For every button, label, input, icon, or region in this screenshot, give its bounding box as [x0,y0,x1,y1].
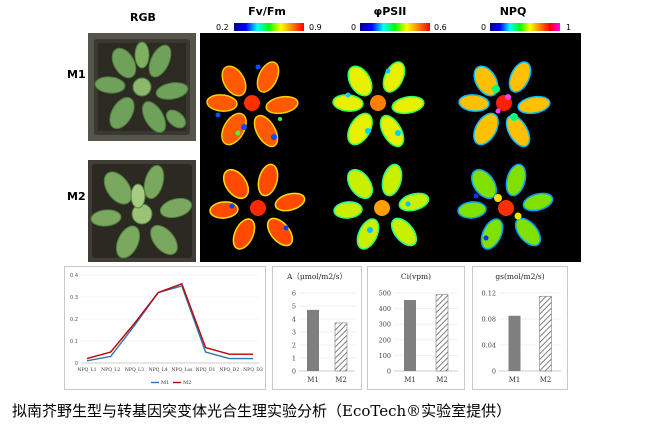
y-tick-label: 400 [379,305,391,313]
phipsii-scale-max: 0.6 [434,23,447,32]
x-tick-label: NPQ_L2 [101,367,120,373]
y-tick-label: 0.12 [482,290,496,298]
y-tick-label: 2 [292,342,296,350]
a-bar-chart-svg: A（μmol/m2/s） 0 1 2 3 4 5 6 M1 M2 [286,272,355,384]
x-tick-label: NPQ_Lss [171,367,193,373]
rgb-photo-m1 [88,33,196,141]
y-tick-label: 0 [292,368,296,376]
x-tick-label: M2 [540,376,552,384]
row-label-m1: M1 [67,68,86,81]
a-bar-chart: A（μmol/m2/s） 0 1 2 3 4 5 6 M1 M2 [272,266,362,390]
chart-title: Ci(vpm) [401,272,431,281]
bar-m2 [334,322,348,372]
phipsii-scale-min: 0 [351,23,357,32]
bar-m2 [435,294,449,372]
x-tick-label: M1 [509,376,521,384]
x-tick-label: M1 [307,376,319,384]
fvfm-scale-min: 0.2 [216,23,229,32]
y-tick-label: 0.2 [70,317,78,323]
x-tick-label: M2 [436,376,448,384]
x-tick-label: NPQ_D3 [243,367,263,373]
x-tick-label: NPQ_D1 [196,367,216,373]
x-tick-label: M1 [404,376,416,384]
x-tick-label: NPQ_D2 [219,367,239,373]
y-tick-label: 1 [292,355,296,363]
y-tick-label: 3 [292,329,296,337]
npq-line-chart: 0 0.1 0.2 0.3 0.4 NPQ_L1 NPQ_L2 NPQ_L3 NPQ_L4 NPQ… [64,266,266,390]
chart-title: gs(mol/m2/s) [495,272,544,281]
y-tick-label: 0 [387,368,391,376]
header-phipsii: φPSII [373,5,407,18]
x-tick-label: NPQ_L4 [149,367,168,373]
series-line-m1 [86,285,253,362]
npq-m2-plant [457,163,554,250]
y-tick-label: 0 [492,368,496,376]
bar-m1 [404,300,416,371]
y-tick-label: 0 [75,361,78,367]
y-tick-label: 6 [292,290,296,298]
x-tick-label: NPQ_L3 [125,367,144,373]
y-tick-label: 300 [379,321,391,329]
phipsii-m2-plant [333,163,430,250]
gs-bar-chart: gs(mol/m2/s) 0 0.04 0.08 0.12 M1 M2 [472,266,568,390]
x-tick-label: NPQ_L1 [77,367,96,373]
fvfm-scale-max: 0.9 [309,23,322,32]
y-tick-label: 200 [379,336,391,344]
fvfm-colorbar [234,23,304,31]
x-tick-label: M2 [335,376,347,384]
gs-bar-chart-svg: gs(mol/m2/s) 0 0.04 0.08 0.12 M1 M2 [482,272,561,384]
y-tick-label: 0.1 [70,339,78,345]
legend-label-m1: M1 [161,380,169,386]
phipsii-m1-plant [332,61,425,148]
bar-m1 [508,315,521,371]
npq-scale-min: 0 [481,23,487,32]
y-tick-label: 5 [292,303,296,311]
header-fvfm: Fv/Fm [248,5,286,18]
npq-scale-max: 1 [566,23,572,32]
ci-bar-chart: Ci(vpm) 0 100 200 300 400 500 M1 M2 [367,266,465,390]
rgb-photo-m2 [88,160,196,262]
npq-m1-plant [458,61,551,148]
y-tick-label: 0.3 [70,295,78,301]
row-label-m2: M2 [67,190,86,203]
series-line-m2 [86,282,253,360]
fluorescence-image-panel [200,33,581,262]
y-tick-label: 0.08 [482,316,496,324]
y-tick-label: 4 [292,316,296,324]
figure-caption: 拟南芥野生型与转基因突变体光合生理实验分析（EcoTech®实验室提供） [12,402,512,420]
fvfm-m1-plant [206,61,299,148]
header-rgb: RGB [130,11,156,24]
y-tick-label: 500 [379,290,391,298]
ci-bar-chart-svg: Ci(vpm) 0 100 200 300 400 500 M1 M2 [379,272,458,384]
bar-m2 [539,295,552,372]
y-tick-label: 0.4 [70,273,78,279]
y-tick-label: 100 [379,352,391,360]
fvfm-m2-plant [209,163,306,250]
bar-m1 [307,309,319,371]
npq-colorbar [490,23,560,31]
phipsii-colorbar [360,23,430,31]
chart-title: A（μmol/m2/s） [286,272,347,281]
header-npq: NPQ [499,5,527,18]
legend-label-m2: M2 [183,380,191,386]
y-tick-label: 0.04 [482,342,496,350]
